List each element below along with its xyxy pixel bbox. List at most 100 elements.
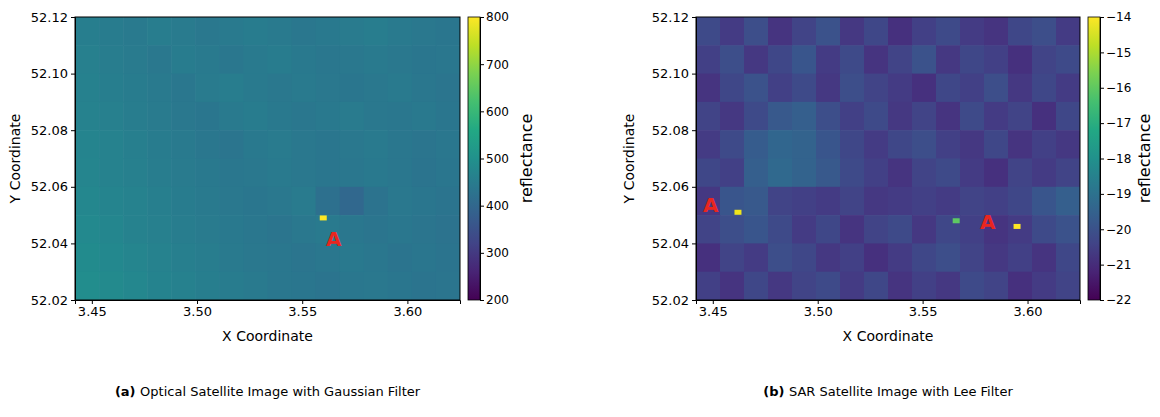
tick: 3.45 xyxy=(78,300,107,319)
cell xyxy=(984,243,1009,272)
cell xyxy=(768,17,793,46)
cell xyxy=(768,272,793,300)
cell xyxy=(984,45,1009,74)
cell xyxy=(840,215,865,244)
cell xyxy=(171,215,196,244)
cell xyxy=(720,243,745,272)
cell xyxy=(816,187,841,216)
cell xyxy=(388,215,413,244)
tick-label: −16 xyxy=(1106,81,1131,95)
cell xyxy=(219,187,244,216)
cell xyxy=(195,130,220,159)
cell xyxy=(1008,74,1033,103)
cell xyxy=(219,130,244,159)
cell xyxy=(1056,130,1080,159)
cell xyxy=(1008,17,1033,46)
tick-label: 3.60 xyxy=(393,304,422,319)
cell xyxy=(171,102,196,131)
cell xyxy=(936,272,961,300)
cell xyxy=(75,130,100,159)
tick-label: 400 xyxy=(486,199,509,213)
cell xyxy=(75,215,100,244)
cell xyxy=(340,45,365,74)
cell xyxy=(436,45,460,74)
tick: 500 xyxy=(480,152,509,166)
tick: 300 xyxy=(480,246,509,260)
cell xyxy=(864,74,889,103)
cell xyxy=(364,102,389,131)
axis: −22−21−20−19−18−17−16−15−14 xyxy=(1100,10,1131,307)
cell xyxy=(364,215,389,244)
tick-mark xyxy=(1100,52,1104,53)
tick-label: 3.45 xyxy=(699,304,728,319)
cell xyxy=(1008,272,1033,300)
cell xyxy=(147,159,172,188)
cell xyxy=(412,45,437,74)
cell xyxy=(960,272,985,300)
tick-mark xyxy=(71,130,75,131)
cell xyxy=(744,187,769,216)
tick-mark xyxy=(692,300,696,301)
cell xyxy=(268,102,293,131)
cell xyxy=(388,45,413,74)
tick-label: 52.08 xyxy=(31,123,68,138)
tick-label: 52.06 xyxy=(652,179,689,194)
cell xyxy=(888,17,913,46)
tick-label: −22 xyxy=(1106,293,1131,307)
cell xyxy=(412,272,437,300)
cell xyxy=(696,159,721,188)
cell xyxy=(412,187,437,216)
cell xyxy=(696,74,721,103)
cell xyxy=(147,17,172,46)
tick-mark xyxy=(71,74,75,75)
cell xyxy=(388,130,413,159)
cell xyxy=(1032,130,1057,159)
cell xyxy=(219,45,244,74)
cell xyxy=(984,159,1009,188)
cell xyxy=(984,102,1009,131)
cell xyxy=(75,187,100,216)
cell xyxy=(744,215,769,244)
tick: 3.60 xyxy=(393,300,422,319)
cell xyxy=(768,243,793,272)
tick-mark xyxy=(71,187,75,188)
tick-label: 52.02 xyxy=(652,293,689,308)
cell xyxy=(268,187,293,216)
cell xyxy=(316,102,341,131)
cell xyxy=(1056,159,1080,188)
cell xyxy=(960,45,985,74)
tick: −16 xyxy=(1100,81,1131,95)
cell xyxy=(340,243,365,272)
cell xyxy=(960,130,985,159)
tick-mark xyxy=(692,243,696,244)
cell xyxy=(412,215,437,244)
cell xyxy=(768,45,793,74)
cell xyxy=(792,17,817,46)
cell xyxy=(1032,272,1057,300)
cell xyxy=(816,215,841,244)
cell xyxy=(99,243,124,272)
cell xyxy=(436,17,460,46)
cell xyxy=(123,130,148,159)
cell xyxy=(388,243,413,272)
cell xyxy=(123,215,148,244)
cell xyxy=(99,102,124,131)
tick-mark xyxy=(480,159,484,160)
cell xyxy=(316,17,341,46)
panel: 3.453.503.553.6052.0252.0452.0652.0852.1… xyxy=(7,10,536,399)
cell xyxy=(984,130,1009,159)
cell xyxy=(195,45,220,74)
cell xyxy=(171,45,196,74)
cell xyxy=(888,272,913,300)
tick: −22 xyxy=(1100,293,1131,307)
tick: 52.10 xyxy=(652,66,696,81)
cell xyxy=(984,17,1009,46)
cell xyxy=(147,243,172,272)
cell xyxy=(936,187,961,216)
cell xyxy=(195,215,220,244)
cell xyxy=(195,272,220,300)
caption-label: (a) xyxy=(115,384,136,399)
cell xyxy=(864,102,889,131)
cell xyxy=(268,215,293,244)
tick-mark xyxy=(71,300,75,301)
